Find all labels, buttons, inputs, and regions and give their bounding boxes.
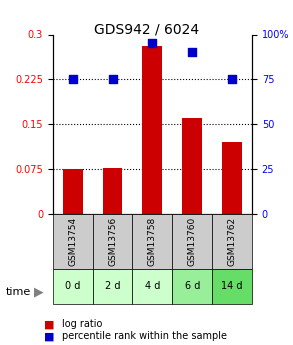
Text: GSM13762: GSM13762	[228, 217, 236, 266]
Text: 0 d: 0 d	[65, 282, 80, 291]
Bar	[142, 47, 162, 214]
Text: GSM13758: GSM13758	[148, 217, 157, 266]
FancyBboxPatch shape	[53, 214, 93, 269]
Point	[230, 77, 234, 82]
Text: GSM13754: GSM13754	[68, 217, 77, 266]
Text: ■: ■	[44, 332, 54, 341]
FancyBboxPatch shape	[132, 214, 172, 269]
Point	[110, 77, 115, 82]
Text: log ratio: log ratio	[62, 319, 102, 329]
Text: 14 d: 14 d	[221, 282, 243, 291]
Text: 6 d: 6 d	[185, 282, 200, 291]
FancyBboxPatch shape	[212, 214, 252, 269]
FancyBboxPatch shape	[53, 269, 93, 304]
Bar	[182, 118, 202, 214]
Text: 2 d: 2 d	[105, 282, 120, 291]
FancyBboxPatch shape	[132, 269, 172, 304]
FancyBboxPatch shape	[172, 214, 212, 269]
Text: GSM13756: GSM13756	[108, 217, 117, 266]
FancyBboxPatch shape	[93, 214, 132, 269]
Bar	[103, 168, 122, 214]
Text: percentile rank within the sample: percentile rank within the sample	[62, 332, 226, 341]
Text: GSM13760: GSM13760	[188, 217, 197, 266]
Text: ▶: ▶	[34, 285, 43, 298]
Bar	[63, 169, 83, 214]
Point	[70, 77, 75, 82]
Bar	[222, 142, 242, 214]
FancyBboxPatch shape	[172, 269, 212, 304]
FancyBboxPatch shape	[212, 269, 252, 304]
Text: time: time	[6, 287, 31, 296]
Point	[150, 41, 155, 46]
Text: ■: ■	[44, 319, 54, 329]
FancyBboxPatch shape	[93, 269, 132, 304]
Text: GDS942 / 6024: GDS942 / 6024	[94, 22, 199, 37]
Text: 4 d: 4 d	[145, 282, 160, 291]
Point	[190, 50, 195, 55]
